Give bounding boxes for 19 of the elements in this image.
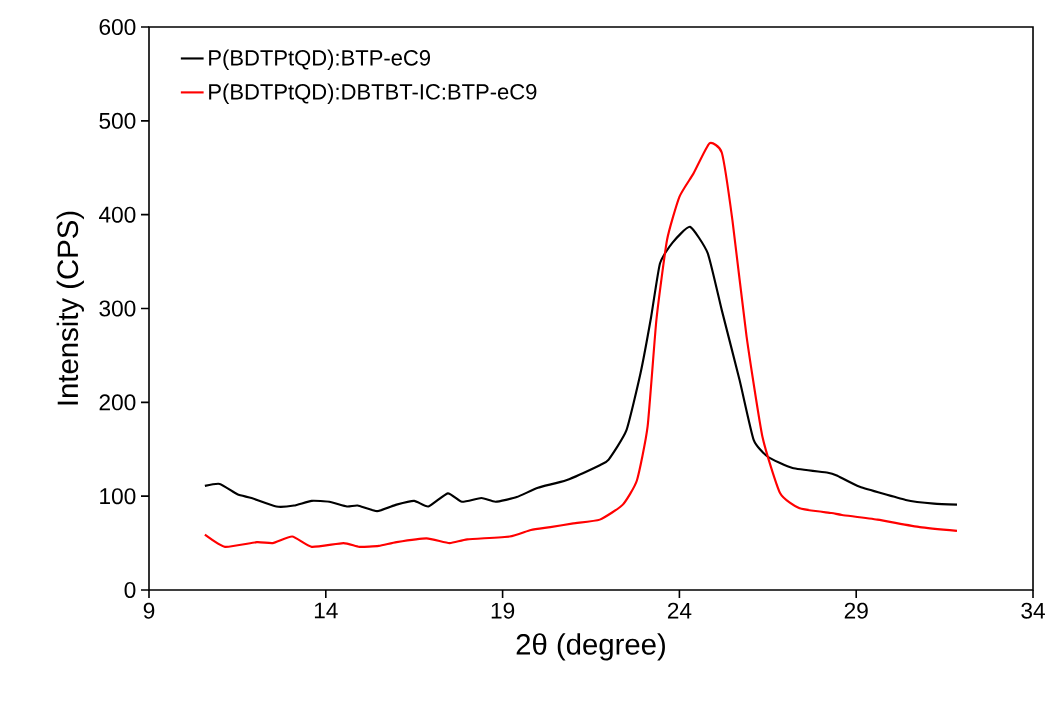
y-axis-title: Intensity (CPS) — [56, 211, 84, 405]
y-tick-label: 200 — [99, 394, 136, 411]
x-tick-label: 29 — [844, 602, 868, 619]
x-tick-label: 34 — [1021, 602, 1045, 619]
x-axis-title: 2θ (degree) — [516, 633, 665, 661]
x-tick-label: 9 — [143, 602, 155, 619]
x-tick-label: 19 — [491, 602, 515, 619]
y-tick-label: 100 — [100, 488, 136, 505]
legend-label: P(BDTPtQD):BTP-eC9 — [209, 49, 430, 70]
y-tick-label: 300 — [99, 300, 136, 317]
line-series — [203, 225, 959, 513]
y-tick-label: 500 — [99, 112, 136, 129]
y-tick-label: 400 — [98, 206, 136, 223]
x-tick-label: 14 — [314, 602, 338, 619]
legend-label: P(BDTPtQD):DBTBT-IC:BTP-eC9 — [209, 83, 537, 104]
y-tick-label: 0 — [124, 581, 136, 599]
line-series — [203, 142, 959, 548]
y-tick-label: 600 — [99, 18, 136, 36]
x-tick-label: 24 — [667, 602, 692, 619]
